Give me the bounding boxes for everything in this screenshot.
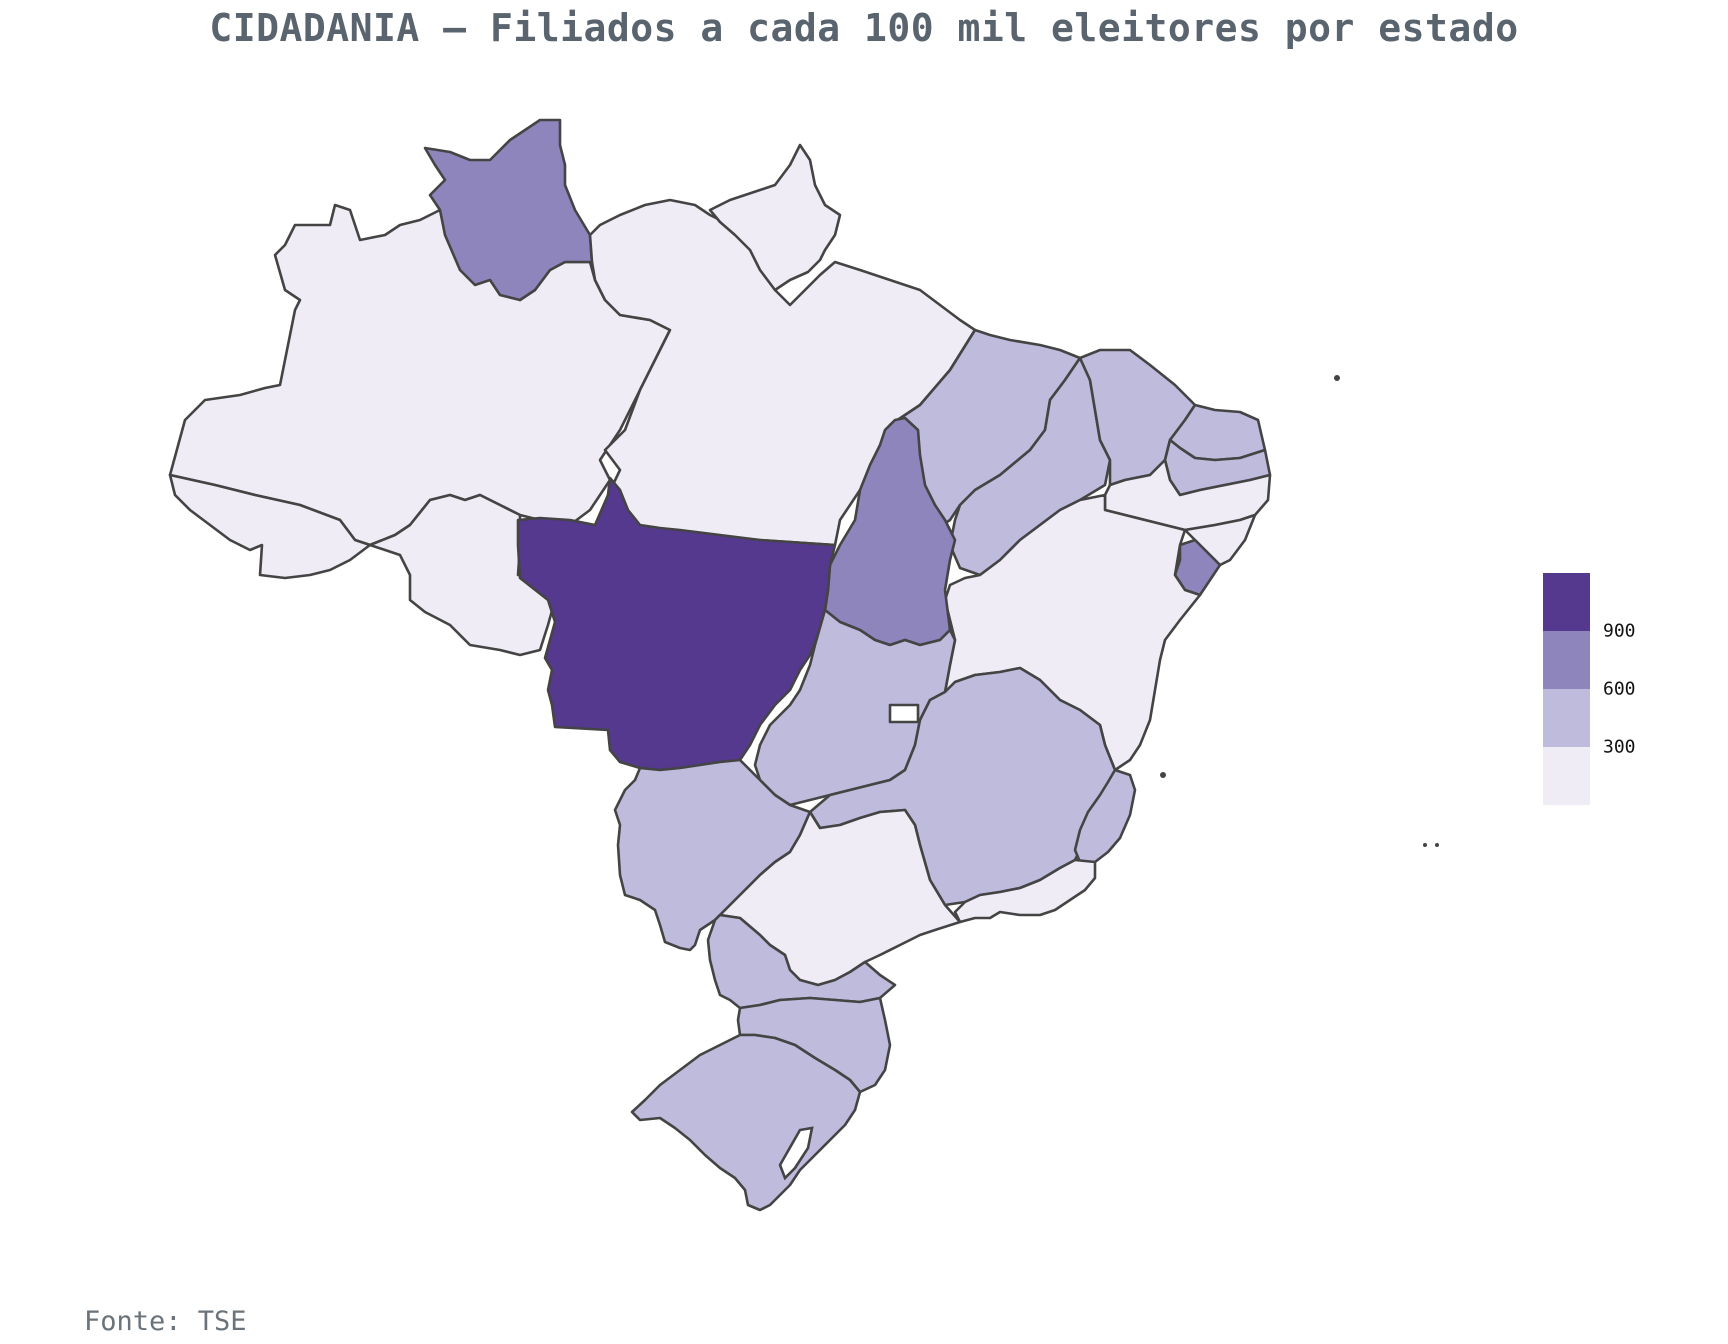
source-note: Fonte: TSE	[84, 1306, 247, 1337]
legend-swatch-bin-0	[1543, 573, 1590, 631]
color-legend: 900 600 300	[1543, 573, 1683, 808]
state-mato-grosso[interactable]	[516, 476, 837, 772]
island-trindade	[1423, 843, 1427, 847]
state-rio-de-janeiro[interactable]	[953, 858, 1097, 924]
island-martim-vaz	[1435, 843, 1439, 847]
island-abrolhos	[1160, 772, 1166, 778]
legend-tick-300: 300	[1603, 736, 1636, 758]
state-parana[interactable]	[706, 913, 897, 1010]
lagoa-dos-patos	[778, 1126, 814, 1181]
legend-swatch-bin-2	[1543, 689, 1590, 747]
island-fernando-de-noronha	[1334, 375, 1340, 381]
map-title: CIDADANIA – Filiados a cada 100 mil elei…	[209, 6, 1519, 50]
legend-tick-900: 900	[1603, 620, 1636, 642]
state-roraima[interactable]	[423, 118, 594, 302]
legend-tick-600: 600	[1603, 678, 1636, 700]
legend-swatch-bin-1	[1543, 631, 1590, 689]
state-amapa[interactable]	[708, 143, 842, 292]
state-acre[interactable]	[168, 473, 372, 580]
state-distrito-federal[interactable]	[888, 703, 920, 724]
state-rio-grande-do-sul[interactable]	[630, 1033, 862, 1212]
legend-swatch-bin-3	[1543, 747, 1590, 805]
